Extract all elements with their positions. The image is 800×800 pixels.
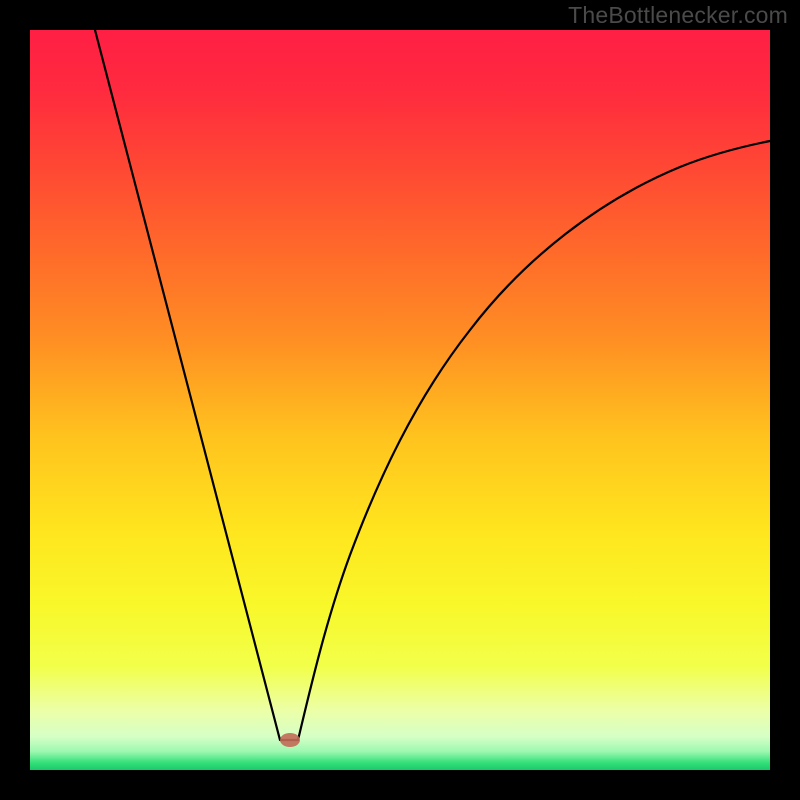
gradient-background bbox=[30, 30, 770, 770]
optimal-point-marker bbox=[280, 733, 300, 747]
bottleneck-curve-chart bbox=[0, 0, 800, 800]
chart-frame: TheBottlenecker.com bbox=[0, 0, 800, 800]
